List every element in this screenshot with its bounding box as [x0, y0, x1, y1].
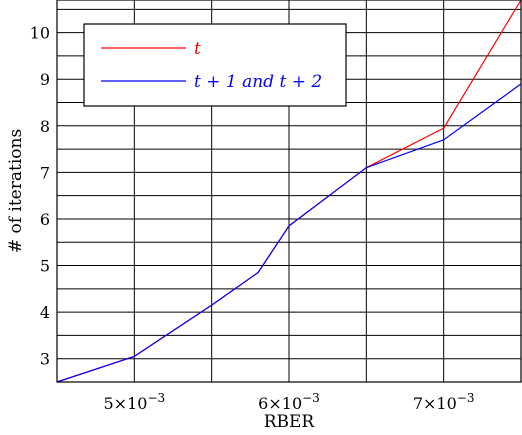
y-tick-label-2: 5: [40, 257, 50, 276]
legend-label-1: t + 1 and t + 2: [194, 72, 322, 92]
y-tick-label-4: 7: [40, 163, 50, 182]
y-tick-label-7: 10: [30, 24, 50, 43]
y-tick-labels: 3 4 5 6 7 8 9 10: [30, 24, 50, 369]
series-lines: [56, 0, 522, 383]
plot-frame: [56, 0, 522, 383]
series-line-1: [56, 83, 522, 383]
x-tick-labels: 5×10−3 6×10−3 7×10−3: [104, 391, 475, 413]
legend-label-0: t: [194, 39, 201, 59]
y-tick-label-3: 6: [40, 210, 50, 229]
y-tick-label-0: 3: [40, 350, 50, 369]
y-tick-label-1: 4: [40, 303, 50, 322]
y-tick-label-6: 9: [40, 70, 50, 89]
x-axis-label: RBER: [264, 412, 316, 432]
legend: t t + 1 and t + 2: [83, 23, 347, 107]
legend-box: [83, 23, 347, 107]
x-tick-label-0: 5×10−3: [104, 391, 166, 413]
y-axis-label: # of iterations: [6, 129, 26, 253]
x-tick-label-2: 7×10−3: [413, 391, 475, 413]
x-tick-label-1: 6×10−3: [258, 391, 320, 413]
y-tick-label-5: 8: [40, 117, 50, 136]
